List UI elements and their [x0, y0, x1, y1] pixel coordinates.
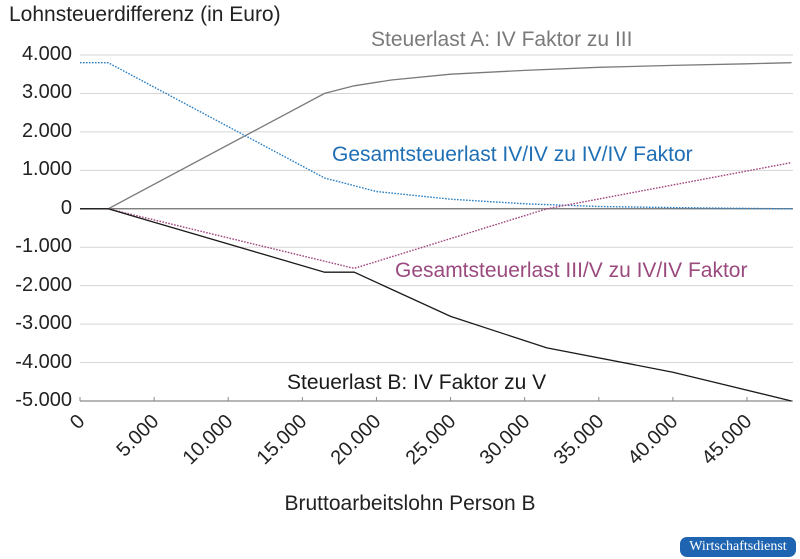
- y-tick-label: -3.000: [15, 312, 72, 335]
- series-steuerlast-a: [80, 62, 792, 210]
- y-tick-label: 0: [60, 196, 72, 219]
- series-label-gesamt-iii-v: Gesamtsteuerlast III/V zu IV/IV Faktor: [395, 259, 748, 282]
- series-label-steuerlast-a: Steuerlast A: IV Faktor zu III: [371, 28, 633, 51]
- series-steuerlast-b: [80, 208, 792, 402]
- series-gesamt-iii-v: [80, 161, 792, 270]
- series-gesamt-iv-iv: [80, 62, 792, 210]
- publisher-badge: Wirtschaftsdienst: [680, 537, 796, 557]
- y-axis-title: Lohnsteuerdifferenz (in Euro): [9, 3, 281, 26]
- y-tick-label: -1.000: [15, 235, 72, 258]
- y-tick-label: -2.000: [15, 273, 72, 296]
- series-label-gesamt-iv-iv: Gesamtsteuerlast IV/IV zu IV/IV Faktor: [332, 143, 693, 166]
- y-tick-label: 4.000: [21, 43, 72, 65]
- y-tick-label: -4.000: [15, 350, 72, 373]
- y-tick-label: 3.000: [21, 81, 72, 104]
- y-tick-label: 1.000: [21, 158, 72, 181]
- y-tick-label: 2.000: [21, 119, 72, 142]
- series-label-steuerlast-b: Steuerlast B: IV Faktor zu V: [287, 371, 547, 394]
- y-tick-label: -5.000: [15, 389, 72, 411]
- x-axis-title: Bruttoarbeitslohn Person B: [284, 492, 536, 515]
